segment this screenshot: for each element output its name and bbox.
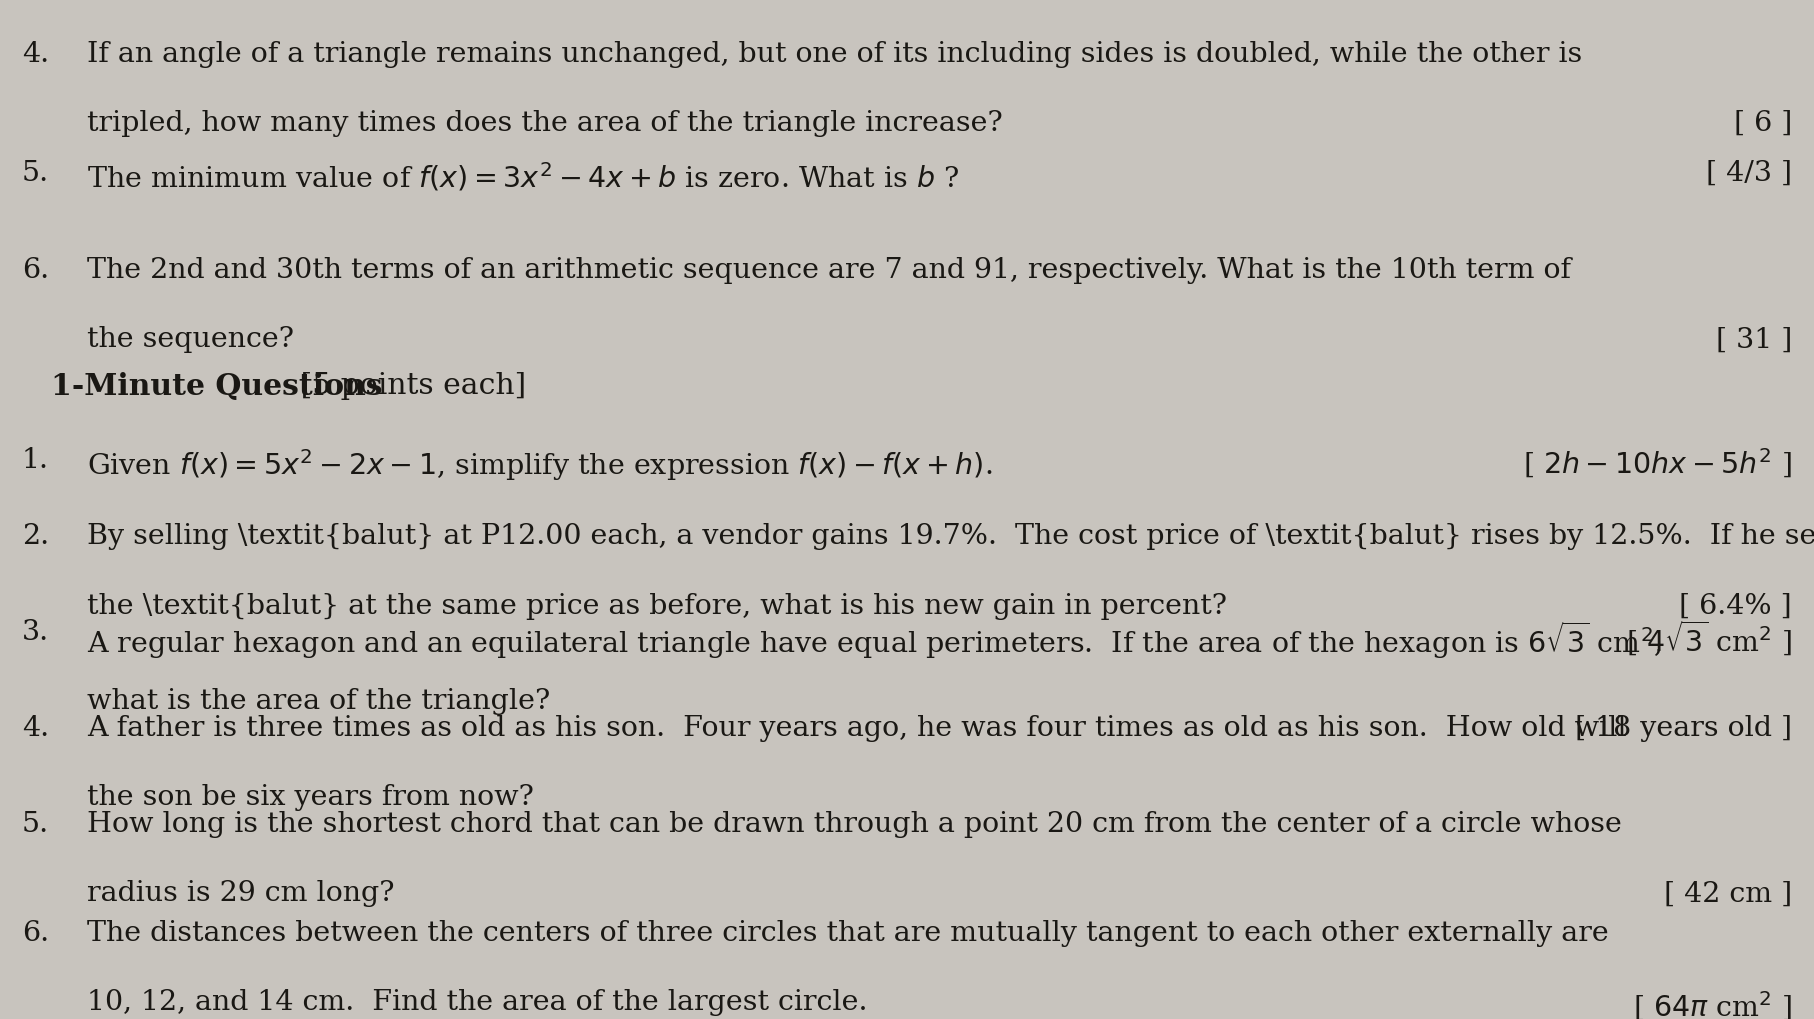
Text: what is the area of the triangle?: what is the area of the triangle? [87,688,550,714]
Text: If an angle of a triangle remains unchanged, but one of its including sides is d: If an angle of a triangle remains unchan… [87,41,1582,67]
Text: A father is three times as old as his son.  Four years ago, he was four times as: A father is three times as old as his so… [87,714,1627,741]
Text: [ $64\pi$ cm$^2$ ]: [ $64\pi$ cm$^2$ ] [1633,988,1792,1019]
Text: 1.: 1. [22,446,49,473]
Text: [ 31 ]: [ 31 ] [1716,326,1792,353]
Text: A regular hexagon and an equilateral triangle have equal perimeters.  If the are: A regular hexagon and an equilateral tri… [87,619,1662,660]
Text: 5.: 5. [22,810,49,837]
Text: 5.: 5. [22,160,49,186]
Text: 2.: 2. [22,523,49,549]
Text: [ 4/3 ]: [ 4/3 ] [1707,160,1792,186]
Text: Given $f(x) = 5x^2 - 2x - 1$, simplify the expression $f(x) - f(x+h)$.: Given $f(x) = 5x^2 - 2x - 1$, simplify t… [87,446,992,482]
Text: 6.: 6. [22,257,49,283]
Text: radius is 29 cm long?: radius is 29 cm long? [87,879,395,906]
Text: The minimum value of $f(x) = 3x^2 - 4x + b$ is zero. What is $b$ ?: The minimum value of $f(x) = 3x^2 - 4x +… [87,160,960,193]
Text: [ $2h - 10hx - 5h^2$ ]: [ $2h - 10hx - 5h^2$ ] [1524,446,1792,480]
Text: The distances between the centers of three circles that are mutually tangent to : The distances between the centers of thr… [87,919,1609,946]
Text: 4.: 4. [22,41,49,67]
Text: [ $4\sqrt{3}$ cm$^2$ ]: [ $4\sqrt{3}$ cm$^2$ ] [1627,619,1792,657]
Text: 1-Minute Questions [5 points each]: 1-Minute Questions [5 points each] [51,372,582,399]
Text: tripled, how many times does the area of the triangle increase?: tripled, how many times does the area of… [87,110,1003,137]
Text: the sequence?: the sequence? [87,326,294,353]
Text: 3.: 3. [22,619,49,645]
Text: 10, 12, and 14 cm.  Find the area of the largest circle.: 10, 12, and 14 cm. Find the area of the … [87,988,867,1015]
Text: [ 42 cm ]: [ 42 cm ] [1663,879,1792,906]
Text: the son be six years from now?: the son be six years from now? [87,784,533,810]
Text: By selling \textit{balut} at P12.00 each, a vendor gains 19.7%.  The cost price : By selling \textit{balut} at P12.00 each… [87,523,1814,549]
Text: [5 points each]: [5 points each] [290,372,526,399]
Text: How long is the shortest chord that can be drawn through a point 20 cm from the : How long is the shortest chord that can … [87,810,1622,837]
Text: 1-Minute Questions: 1-Minute Questions [51,372,383,400]
Text: the \textit{balut} at the same price as before, what is his new gain in percent?: the \textit{balut} at the same price as … [87,592,1226,619]
Text: 4.: 4. [22,714,49,741]
Text: [ 6.4% ]: [ 6.4% ] [1680,592,1792,619]
Text: [ 18 years old ]: [ 18 years old ] [1575,714,1792,741]
Text: The 2nd and 30th terms of an arithmetic sequence are 7 and 91, respectively. Wha: The 2nd and 30th terms of an arithmetic … [87,257,1571,283]
Text: 6.: 6. [22,919,49,946]
Text: [ 6 ]: [ 6 ] [1734,110,1792,137]
